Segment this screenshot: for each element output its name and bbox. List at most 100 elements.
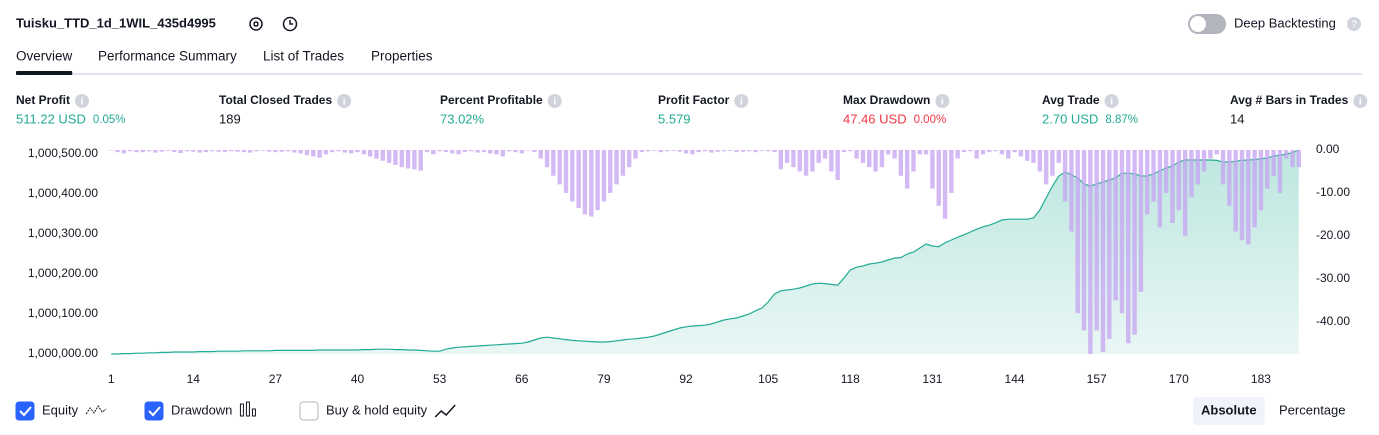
info-icon[interactable]	[75, 94, 89, 108]
drawdown-bar	[696, 150, 701, 153]
x-tick-label: 1	[108, 372, 115, 386]
drawdown-bar	[1094, 150, 1099, 331]
legend-icon	[434, 404, 456, 418]
drawdown-bar	[494, 150, 499, 155]
drawdown-bar	[1119, 150, 1125, 314]
drawdown-bar	[709, 150, 714, 153]
drawdown-bar	[266, 150, 272, 152]
info-icon[interactable]	[1104, 94, 1119, 108]
x-tick-label: 170	[1169, 372, 1189, 386]
metric-value: 2.70 USD	[1042, 111, 1098, 126]
help-icon[interactable]: ?	[1347, 17, 1361, 31]
drawdown-bar	[658, 150, 663, 153]
legend-checkbox[interactable]	[15, 401, 35, 421]
drawdown-bar	[784, 150, 790, 163]
drawdown-bar	[702, 150, 708, 152]
scale-button-label[interactable]: Percentage	[1279, 402, 1346, 417]
drawdown-bar	[715, 150, 720, 152]
info-icon[interactable]	[547, 94, 562, 108]
drawdown-bar	[1012, 150, 1017, 153]
drawdown-bar	[311, 150, 316, 157]
drawdown-bar	[923, 150, 929, 155]
x-tick-label: 40	[351, 372, 365, 386]
x-tick-label: 53	[433, 372, 447, 386]
settings-icon[interactable]	[249, 17, 263, 31]
drawdown-bar	[803, 150, 809, 176]
metric-label: Total Closed Trades	[219, 93, 332, 107]
drawdown-bar	[393, 150, 398, 166]
drawdown-bar	[1170, 150, 1175, 224]
active-tab-underline	[16, 71, 73, 75]
drawdown-bar	[753, 150, 758, 153]
metric-label: Max Drawdown	[843, 93, 930, 107]
drawdown-bar	[355, 150, 360, 153]
metric-label: Avg Trade	[1042, 93, 1100, 107]
y2-tick-label: -10.00	[1316, 185, 1350, 199]
metric-value: 47.46 USD	[843, 111, 907, 126]
drawdown-bar	[1043, 150, 1049, 185]
x-tick-label: 144	[1005, 372, 1025, 386]
drawdown-bar	[734, 150, 739, 153]
scale-button[interactable]	[1193, 397, 1265, 425]
drawdown-bar	[361, 150, 367, 155]
drawdown-bar	[930, 150, 935, 189]
checkmark	[19, 406, 32, 417]
drawdown-bar	[778, 150, 784, 170]
drawdown-bar	[1214, 150, 1219, 155]
y2-tick-label: 0.00	[1316, 142, 1340, 156]
drawdown-bar	[443, 150, 449, 153]
x-tick-label: 157	[1087, 372, 1107, 386]
drawdown-bar	[1239, 150, 1245, 241]
drawdown-bar	[532, 150, 537, 153]
drawdown-bar	[759, 150, 765, 151]
drawdown-bar	[885, 150, 891, 155]
legend-checkbox[interactable]	[144, 401, 164, 421]
drawdown-bar	[614, 150, 619, 185]
tab[interactable]: List of Trades	[263, 49, 344, 64]
y2-tick-label: -20.00	[1316, 228, 1350, 242]
drawdown-bar	[917, 150, 923, 155]
drawdown-bar	[1107, 150, 1112, 339]
drawdown-bar	[974, 150, 979, 159]
drawdown-bar	[816, 150, 821, 163]
tab[interactable]: Overview	[16, 49, 73, 64]
info-icon[interactable]	[1353, 94, 1368, 108]
info-icon-glyph: i	[1359, 97, 1362, 108]
drawdown-bar	[450, 150, 455, 154]
drawdown-bar	[848, 150, 853, 152]
drawdown-bar	[936, 150, 941, 206]
drawdown-bar	[1145, 150, 1150, 215]
drawdown-bar	[184, 150, 190, 152]
info-icon[interactable]	[337, 94, 352, 108]
replay-icon[interactable]	[282, 16, 298, 32]
drawdown-bar	[835, 150, 840, 181]
tab[interactable]: Performance Summary	[98, 49, 237, 64]
info-icon[interactable]	[935, 94, 950, 108]
info-icon[interactable]	[734, 94, 749, 108]
drawdown-bar	[601, 150, 607, 202]
drawdown-bar	[298, 150, 303, 154]
drawdown-bar	[153, 150, 158, 153]
drawdown-bar	[222, 150, 228, 153]
drawdown-bar	[203, 150, 209, 153]
legend-checkbox[interactable]	[299, 401, 319, 421]
drawdown-bar	[456, 150, 461, 155]
toggle-knob	[1190, 16, 1206, 32]
scale-button-label[interactable]: Absolute	[1201, 402, 1257, 417]
legend-label: Equity	[42, 402, 79, 417]
tab[interactable]: Properties	[371, 49, 433, 64]
drawdown-bar	[873, 150, 878, 172]
drawdown-bar	[904, 150, 910, 189]
drawdown-bar	[191, 150, 196, 152]
drawdown-bar	[1258, 150, 1264, 211]
drawdown-bar	[500, 150, 506, 157]
x-tick-label: 27	[269, 372, 283, 386]
metric-value: 73.02%	[440, 111, 485, 126]
drawdown-bar	[1208, 150, 1213, 159]
metric-value: 14	[1230, 111, 1244, 126]
drawdown-bar	[525, 150, 531, 151]
drawdown-bar	[822, 150, 828, 159]
drawdown-bar	[620, 150, 626, 176]
drawdown-bar	[740, 150, 746, 152]
